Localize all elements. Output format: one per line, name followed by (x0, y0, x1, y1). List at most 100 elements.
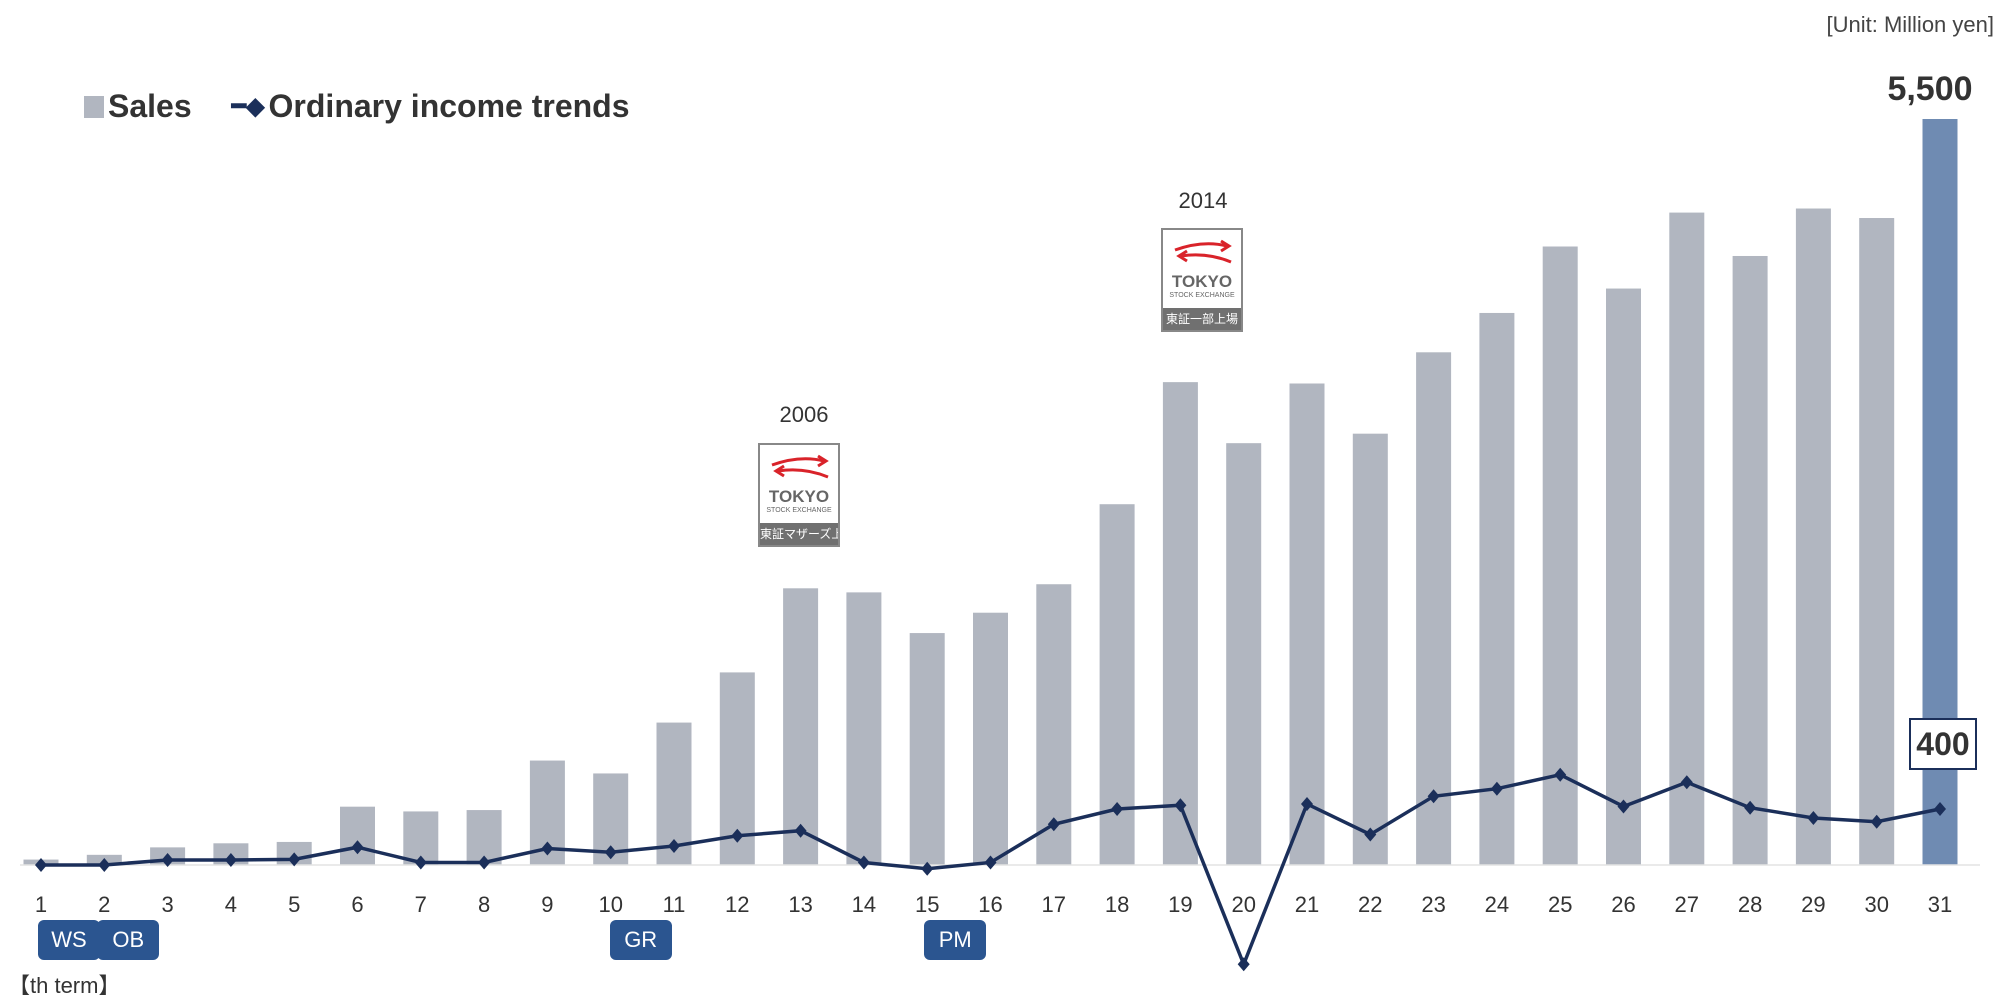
income-point (604, 845, 617, 860)
x-tick-label: 15 (915, 892, 939, 917)
income-point (224, 852, 237, 867)
income-point (1554, 767, 1567, 782)
x-tick-label: 28 (1738, 892, 1762, 917)
badge-pm: PM (924, 920, 987, 960)
sales-bar (1542, 246, 1578, 866)
sales-bar (1479, 312, 1515, 866)
income-point (668, 838, 680, 853)
term-label: 【th term】 (8, 973, 121, 998)
x-tick-label: 24 (1485, 892, 1509, 917)
income-point (794, 823, 807, 838)
sales-bar (1732, 255, 1768, 865)
badge-ob: OB (97, 920, 160, 960)
income-point (478, 855, 491, 870)
x-tick-label: 7 (415, 892, 427, 917)
sales-bar (1352, 433, 1388, 865)
tse-logo-2006: TOKYO STOCK EXCHANGE 東証マザーズ上場 (758, 443, 840, 547)
sales-bar (783, 588, 819, 865)
income-point (1047, 817, 1060, 832)
legend-income: ━◆ Ordinary income trends (232, 88, 630, 125)
income-point (161, 852, 174, 867)
income-point (414, 855, 427, 870)
tse-logo-2014: TOKYO STOCK EXCHANGE 東証一部上場 (1161, 228, 1243, 332)
x-tick-label: 6 (351, 892, 363, 917)
income-point (351, 840, 364, 855)
x-tick-label: 27 (1675, 892, 1699, 917)
income-point (1427, 789, 1440, 804)
x-tick-label: 16 (978, 892, 1002, 917)
legend-income-label: Ordinary income trends (268, 88, 630, 124)
x-tick-label: 3 (161, 892, 173, 917)
sales-bar (1226, 443, 1262, 865)
income-last-label: 400 (1909, 718, 1977, 770)
annotation-year-2014: 2014 (1178, 188, 1228, 213)
income-point (984, 855, 997, 870)
x-tick-label: 4 (225, 892, 237, 917)
sales-last-label: 5,500 (1887, 70, 1973, 108)
sales-bar (1606, 288, 1641, 866)
unit-label: [Unit: Million yen] (1826, 12, 1994, 37)
logo-text: TOKYO (1171, 272, 1233, 291)
income-point (541, 841, 554, 856)
income-point (1237, 957, 1250, 972)
income-point (1111, 802, 1124, 816)
x-tick-label: 25 (1548, 892, 1572, 917)
x-tick-label: 13 (788, 892, 812, 917)
x-tick-label: 21 (1295, 892, 1319, 917)
logo-text: TOKYO (768, 487, 830, 506)
sales-bar (1859, 218, 1895, 866)
income-point (1617, 799, 1630, 814)
exchange-arrows-icon (771, 454, 829, 479)
x-tick-label: 30 (1864, 892, 1888, 917)
x-tick-label: 29 (1801, 892, 1825, 917)
x-tick-label: 10 (598, 892, 622, 917)
income-point (1934, 802, 1946, 816)
sales-bar (340, 806, 375, 865)
x-tick-label: 23 (1421, 892, 1445, 917)
income-point (1744, 800, 1757, 815)
income-point (1807, 810, 1820, 825)
badge-gr: GR (609, 920, 672, 960)
income-point (1490, 781, 1503, 796)
legend-bar-swatch (84, 95, 104, 118)
legend-sales: Sales (84, 88, 192, 125)
sales-bar (1669, 212, 1705, 865)
x-tick-label: 1 (35, 892, 47, 917)
legend-sales-label: Sales (108, 88, 192, 124)
sales-bar (1289, 383, 1325, 865)
x-tick-label: 26 (1611, 892, 1635, 917)
income-point (731, 828, 744, 843)
income-point (35, 858, 47, 872)
sales-bar (909, 633, 945, 865)
sales-bar (1795, 208, 1831, 865)
x-tick-label: 8 (478, 892, 490, 917)
x-tick-label: 22 (1358, 892, 1382, 917)
income-point (921, 861, 934, 876)
income-point (1364, 827, 1377, 842)
exchange-arrows-icon (1174, 239, 1232, 264)
x-tick-label: 11 (663, 892, 686, 917)
x-tick-label: 31 (1928, 892, 1952, 917)
income-point (1301, 796, 1313, 811)
sales-bar (1416, 352, 1452, 865)
income-point (1174, 798, 1187, 813)
sales-bar (1162, 382, 1198, 865)
income-point (98, 858, 111, 872)
logo-jp: 東証マザーズ上場 (760, 523, 838, 545)
legend-diamond-icon: ━◆ (231, 93, 265, 120)
income-point (1680, 775, 1693, 790)
sales-bar (973, 612, 1008, 865)
annotation-year-2006: 2006 (779, 402, 829, 427)
income-point (288, 852, 301, 867)
x-tick-label: 17 (1042, 892, 1066, 917)
x-tick-label: 2 (98, 892, 110, 917)
x-tick-label: 9 (541, 892, 553, 917)
income-point (1870, 814, 1883, 829)
logo-jp: 東証一部上場 (1163, 308, 1241, 330)
x-tick-label: 5 (288, 892, 300, 917)
sales-bar (846, 592, 882, 865)
badge-ws: WS (38, 920, 100, 960)
logo-sub: STOCK EXCHANGE (766, 507, 832, 514)
